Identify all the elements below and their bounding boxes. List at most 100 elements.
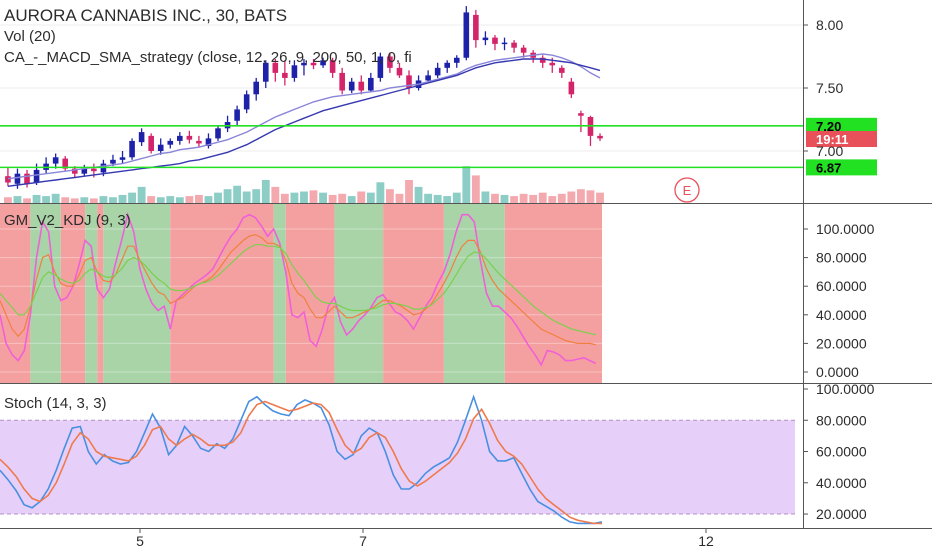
- candle-body[interactable]: [358, 81, 365, 91]
- candle[interactable]: [5, 167, 11, 187]
- candle-body[interactable]: [597, 135, 603, 139]
- candle-body[interactable]: [110, 159, 116, 164]
- candle-body[interactable]: [482, 37, 489, 41]
- candle-body[interactable]: [463, 12, 470, 58]
- candle[interactable]: [396, 62, 403, 78]
- candle-body[interactable]: [138, 132, 145, 143]
- candle-body[interactable]: [52, 157, 59, 164]
- candle-body[interactable]: [157, 144, 164, 151]
- candle[interactable]: [24, 169, 30, 188]
- candle[interactable]: [473, 9, 479, 48]
- candle[interactable]: [329, 57, 336, 78]
- earnings-marker[interactable]: E: [674, 177, 700, 203]
- candle-body[interactable]: [578, 113, 584, 116]
- candle-body[interactable]: [186, 135, 193, 140]
- candle[interactable]: [243, 90, 250, 114]
- candle-body[interactable]: [387, 56, 393, 68]
- candle[interactable]: [368, 72, 374, 92]
- candle[interactable]: [434, 62, 441, 78]
- candle[interactable]: [463, 6, 470, 61]
- candle-body[interactable]: [406, 75, 412, 88]
- stoch-panel[interactable]: [0, 394, 795, 525]
- kdj-legend[interactable]: GM_V2_KDJ (9, 3): [4, 212, 131, 229]
- candle[interactable]: [348, 77, 355, 94]
- candle[interactable]: [511, 40, 517, 53]
- candle[interactable]: [129, 138, 135, 160]
- candle-body[interactable]: [396, 67, 403, 76]
- candle-body[interactable]: [511, 42, 517, 48]
- candle[interactable]: [205, 133, 212, 149]
- candle-body[interactable]: [377, 56, 384, 78]
- candle-body[interactable]: [243, 94, 250, 110]
- candle-body[interactable]: [291, 65, 298, 78]
- candle[interactable]: [62, 156, 69, 172]
- candle[interactable]: [262, 60, 269, 88]
- candle-body[interactable]: [453, 57, 460, 63]
- candle-body[interactable]: [5, 176, 11, 183]
- volume-legend[interactable]: Vol (20): [4, 28, 56, 45]
- candle[interactable]: [377, 52, 384, 82]
- candle[interactable]: [425, 70, 431, 82]
- candle-body[interactable]: [348, 81, 355, 91]
- candle[interactable]: [453, 55, 460, 68]
- candle[interactable]: [568, 77, 575, 99]
- price-panel[interactable]: 7.20 6.87 19:11: [0, 6, 877, 203]
- kdj-panel[interactable]: [0, 204, 803, 383]
- candle-body[interactable]: [539, 57, 546, 63]
- candle[interactable]: [177, 132, 183, 145]
- candle-body[interactable]: [129, 140, 135, 158]
- candle[interactable]: [52, 153, 59, 169]
- candle-body[interactable]: [425, 75, 431, 81]
- candle[interactable]: [186, 130, 193, 144]
- candle-body[interactable]: [62, 158, 69, 169]
- candle[interactable]: [320, 57, 326, 68]
- candle-body[interactable]: [205, 138, 212, 146]
- candle-body[interactable]: [14, 173, 21, 184]
- horizontal-levels[interactable]: 7.20 6.87 19:11: [0, 117, 877, 176]
- candle-body[interactable]: [339, 72, 345, 91]
- candle-body[interactable]: [215, 128, 221, 139]
- candle[interactable]: [157, 138, 164, 155]
- candle[interactable]: [148, 133, 154, 154]
- strategy-legend[interactable]: CA_-_MACD_SMA_strategy (close, 12, 26, 9…: [4, 49, 412, 66]
- candle[interactable]: [444, 60, 451, 73]
- candle-body[interactable]: [119, 157, 126, 160]
- candle-body[interactable]: [262, 62, 269, 82]
- candle[interactable]: [167, 138, 174, 149]
- candle-body[interactable]: [520, 47, 527, 53]
- candle-body[interactable]: [177, 135, 183, 141]
- candle[interactable]: [501, 37, 508, 51]
- candle-body[interactable]: [81, 168, 88, 174]
- candle[interactable]: [301, 59, 307, 76]
- candle[interactable]: [406, 70, 412, 95]
- candle-body[interactable]: [196, 140, 202, 144]
- candle[interactable]: [291, 60, 298, 82]
- candle-body[interactable]: [549, 62, 556, 66]
- symbol-title[interactable]: AURORA CANNABIS INC., 30, BATS: [4, 6, 287, 25]
- candle-body[interactable]: [33, 169, 40, 183]
- candle[interactable]: [597, 133, 603, 141]
- candle[interactable]: [492, 35, 498, 51]
- candle-body[interactable]: [568, 81, 575, 95]
- stoch-legend[interactable]: Stoch (14, 3, 3): [4, 395, 107, 412]
- candle-body[interactable]: [473, 14, 479, 41]
- candle-body[interactable]: [301, 62, 307, 66]
- candle-body[interactable]: [559, 67, 565, 73]
- candle-body[interactable]: [444, 62, 451, 68]
- candle-body[interactable]: [434, 67, 441, 76]
- candle-body[interactable]: [71, 168, 78, 174]
- candle[interactable]: [272, 59, 279, 82]
- candle-body[interactable]: [320, 60, 326, 66]
- candle[interactable]: [520, 45, 527, 58]
- candle-body[interactable]: [91, 168, 97, 172]
- candle[interactable]: [559, 65, 565, 78]
- candle[interactable]: [234, 105, 240, 126]
- time-scale[interactable]: 5 7 12: [136, 528, 714, 549]
- candle-body[interactable]: [310, 62, 317, 66]
- candle-body[interactable]: [253, 81, 260, 95]
- candle-body[interactable]: [329, 60, 336, 73]
- candle[interactable]: [482, 31, 489, 46]
- candle-body[interactable]: [492, 37, 498, 44]
